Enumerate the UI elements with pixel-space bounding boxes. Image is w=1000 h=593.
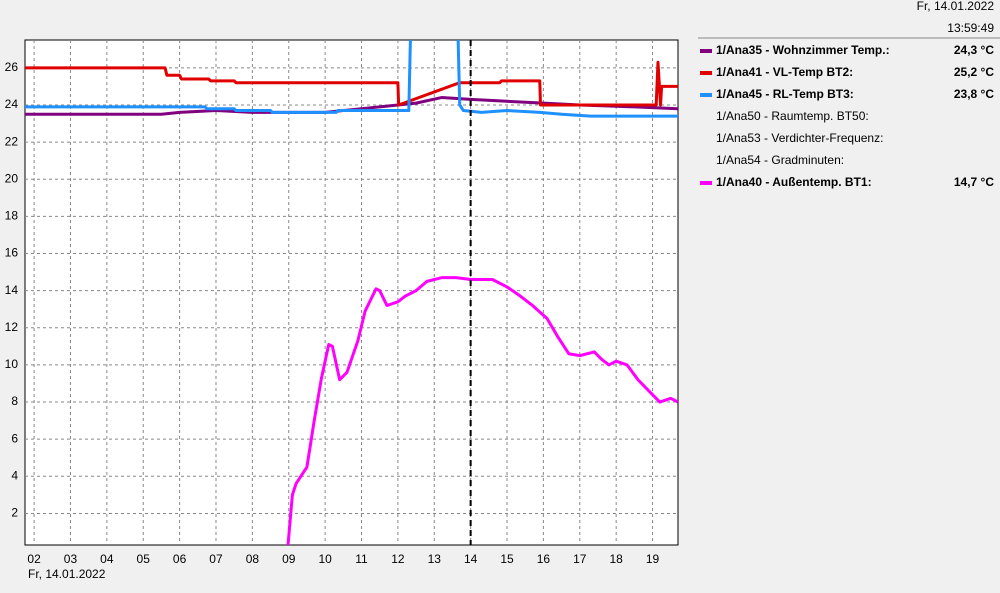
legend-label: 1/Ana50 - Raumtemp. BT50: — [716, 109, 869, 123]
x-tick-label: 08 — [246, 552, 260, 566]
legend-value: 23,8 °C — [954, 87, 994, 101]
header-date: Fr, 14.01.2022 — [917, 0, 995, 13]
x-tick-label: 05 — [137, 552, 151, 566]
y-tick-label: 8 — [11, 394, 18, 408]
footer-date: Fr, 14.01.2022 — [28, 567, 106, 581]
y-tick-label: 4 — [11, 468, 18, 482]
legend-label: 1/Ana35 - Wohnzimmer Temp.: — [716, 43, 890, 57]
legend-label: 1/Ana53 - Verdichter-Frequenz: — [716, 131, 883, 145]
legend-value: 25,2 °C — [954, 65, 994, 79]
x-tick-label: 07 — [209, 552, 223, 566]
y-tick-label: 6 — [11, 431, 18, 445]
legend-label: 1/Ana54 - Gradminuten: — [716, 153, 844, 167]
x-tick-label: 16 — [537, 552, 551, 566]
x-tick-label: 11 — [355, 552, 368, 566]
y-tick-label: 16 — [5, 246, 19, 260]
y-tick-label: 24 — [5, 97, 19, 111]
series-line — [25, 60, 678, 107]
x-tick-label: 18 — [609, 552, 623, 566]
y-tick-label: 12 — [5, 320, 19, 334]
y-tick-label: 10 — [5, 357, 19, 371]
legend-label: 1/Ana41 - VL-Temp BT2: — [716, 65, 853, 79]
x-tick-label: 14 — [464, 552, 478, 566]
y-tick-label: 2 — [11, 506, 18, 520]
x-tick-label: 03 — [64, 552, 78, 566]
legend-label: 1/Ana40 - Außentemp. BT1: — [716, 175, 872, 189]
series-line — [25, 40, 678, 118]
x-tick-label: 04 — [100, 552, 114, 566]
legend-value: 14,7 °C — [954, 175, 994, 189]
y-tick-label: 20 — [5, 171, 19, 185]
x-tick-label: 09 — [282, 552, 296, 566]
x-tick-label: 10 — [318, 552, 332, 566]
x-tick-label: 02 — [27, 552, 41, 566]
x-tick-label: 13 — [428, 552, 442, 566]
plot-area — [24, 39, 679, 546]
y-tick-label: 14 — [5, 283, 19, 297]
y-tick-label: 18 — [5, 209, 19, 223]
x-tick-label: 15 — [500, 552, 514, 566]
y-tick-label: 26 — [5, 60, 19, 74]
y-tick-label: 22 — [5, 134, 19, 148]
series-line — [286, 276, 678, 545]
legend-value: 24,3 °C — [954, 43, 994, 57]
header-time: 13:59:49 — [947, 21, 994, 35]
x-tick-label: 12 — [391, 552, 405, 566]
x-tick-label: 06 — [173, 552, 187, 566]
x-tick-label: 19 — [646, 552, 660, 566]
legend-label: 1/Ana45 - RL-Temp BT3: — [716, 87, 854, 101]
x-tick-label: 17 — [573, 552, 587, 566]
